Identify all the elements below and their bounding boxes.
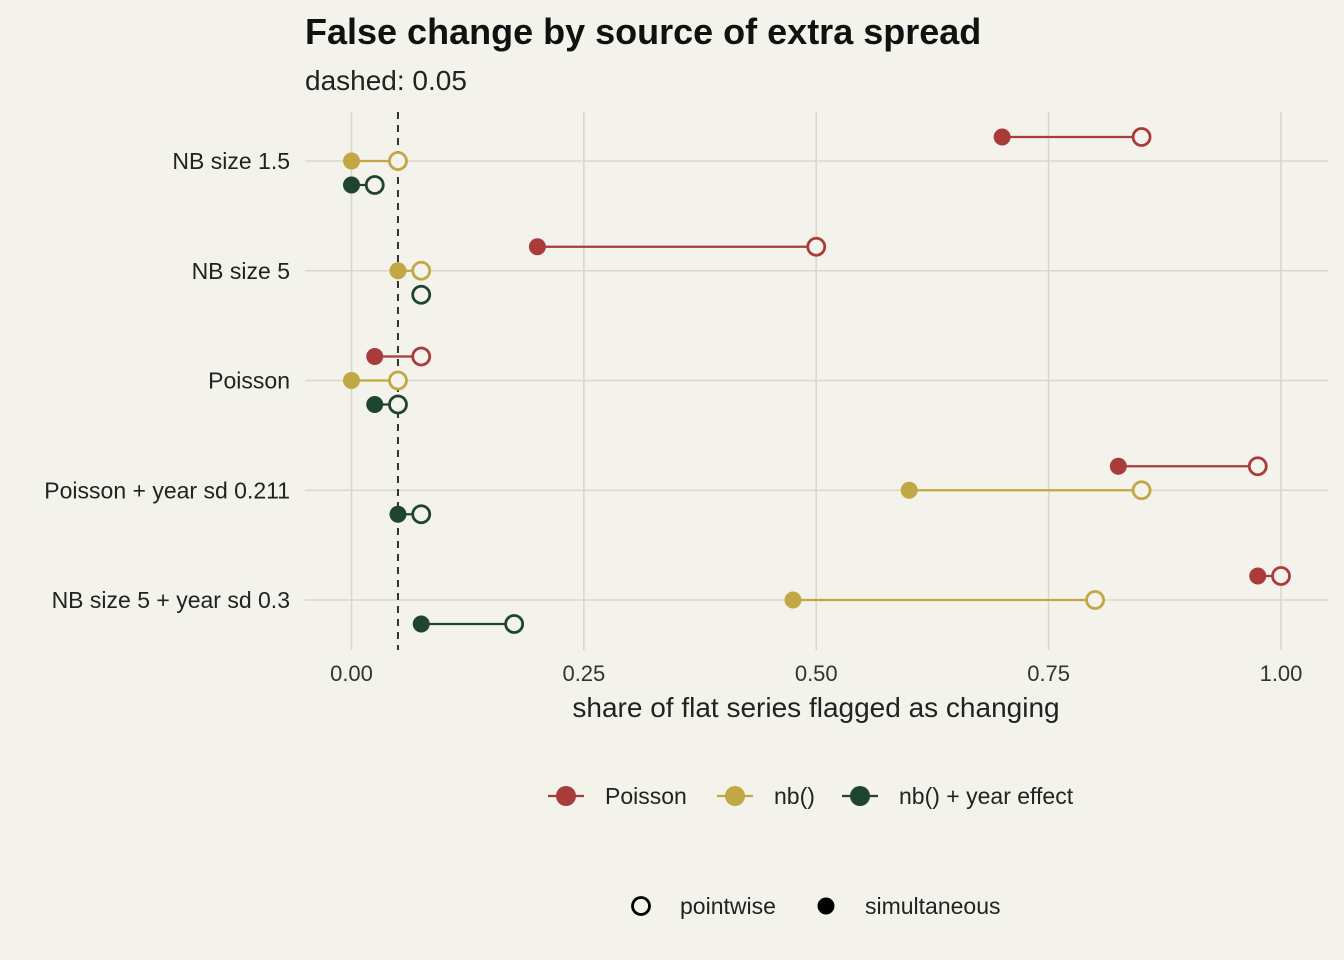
- legend-label: Poisson: [605, 783, 687, 809]
- pointwise-point: [504, 614, 525, 634]
- x-tick-label: 0.50: [795, 661, 838, 686]
- simultaneous-point: [343, 152, 360, 170]
- simultaneous-point: [366, 396, 384, 413]
- legend-key-point: [556, 786, 576, 806]
- simultaneous-point: [343, 176, 360, 194]
- simultaneous-point: [784, 591, 802, 609]
- pointwise-point: [1247, 456, 1268, 477]
- simultaneous-point: [389, 505, 407, 523]
- pointwise-point: [806, 236, 827, 257]
- legend-simultaneous-marker: [817, 897, 835, 915]
- pointwise-point: [1271, 566, 1291, 586]
- grid-layer: [305, 112, 1328, 650]
- simultaneous-point: [389, 262, 407, 280]
- simultaneous-point: [1109, 457, 1127, 475]
- category-label: NB size 5: [192, 258, 290, 284]
- legend-key-point: [850, 786, 870, 806]
- simultaneous-point: [412, 615, 430, 633]
- pointwise-point: [364, 175, 385, 195]
- x-tick-label: 0.75: [1027, 661, 1070, 686]
- category-label: NB size 5 + year sd 0.3: [52, 587, 290, 613]
- x-tick-label: 0.25: [562, 661, 605, 686]
- pointwise-point: [388, 370, 408, 391]
- pointwise-point: [1131, 127, 1152, 147]
- simultaneous-point: [528, 238, 546, 256]
- legend-key-point: [725, 786, 745, 806]
- chart-subtitle: dashed: 0.05: [305, 65, 467, 96]
- category-label: Poisson: [208, 368, 290, 394]
- pointwise-point: [411, 504, 432, 525]
- legend-label: nb() + year effect: [899, 783, 1074, 809]
- x-tick-label: 0.00: [330, 661, 373, 686]
- pointwise-point: [388, 394, 408, 415]
- legend-simultaneous-label: simultaneous: [865, 893, 1001, 919]
- pointwise-point: [411, 346, 432, 367]
- pointwise-point: [1131, 480, 1152, 501]
- pointwise-point: [411, 260, 432, 281]
- x-tick-label: 1.00: [1260, 661, 1303, 686]
- marks-layer: [343, 127, 1291, 634]
- category-label: Poisson + year sd 0.211: [44, 477, 290, 503]
- chart-title: False change by source of extra spread: [305, 11, 981, 52]
- legend-pointwise-label: pointwise: [680, 893, 776, 919]
- x-axis-title: share of flat series flagged as changing: [572, 692, 1059, 723]
- category-label: NB size 1.5: [172, 148, 290, 174]
- simultaneous-point: [1249, 567, 1267, 585]
- simultaneous-point: [366, 348, 384, 365]
- pointwise-point: [411, 284, 432, 305]
- simultaneous-point: [993, 128, 1011, 146]
- simultaneous-point: [900, 481, 918, 499]
- pointwise-point: [388, 151, 408, 171]
- legend: Poisson nb() nb() + year effect pointwise si…: [548, 783, 1074, 919]
- legend-pointwise-marker: [631, 896, 651, 916]
- simultaneous-point: [343, 372, 360, 389]
- legend-label: nb(): [774, 783, 815, 809]
- pointwise-point: [1085, 590, 1105, 610]
- axis-labels-layer: 0.00 0.25 0.50 0.75 1.00 NB size 1.5 NB size 5…: [44, 148, 1302, 686]
